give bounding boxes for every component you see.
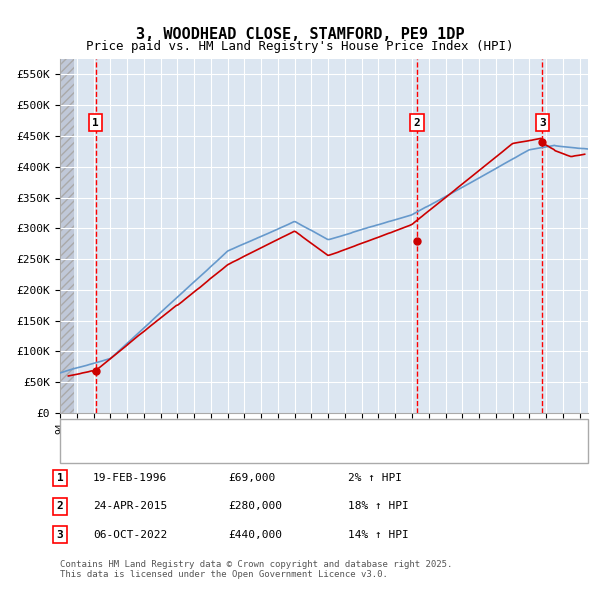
Text: 19-FEB-1996: 19-FEB-1996 bbox=[93, 473, 167, 483]
Text: 18% ↑ HPI: 18% ↑ HPI bbox=[348, 502, 409, 511]
Text: 14% ↑ HPI: 14% ↑ HPI bbox=[348, 530, 409, 539]
Text: Price paid vs. HM Land Registry's House Price Index (HPI): Price paid vs. HM Land Registry's House … bbox=[86, 40, 514, 53]
Text: 1: 1 bbox=[56, 473, 64, 483]
Text: 3, WOODHEAD CLOSE, STAMFORD, PE9 1DP: 3, WOODHEAD CLOSE, STAMFORD, PE9 1DP bbox=[136, 27, 464, 41]
Text: £280,000: £280,000 bbox=[228, 502, 282, 511]
Text: £440,000: £440,000 bbox=[228, 530, 282, 539]
Text: 3: 3 bbox=[56, 530, 64, 539]
Text: £69,000: £69,000 bbox=[228, 473, 275, 483]
Text: 2% ↑ HPI: 2% ↑ HPI bbox=[348, 473, 402, 483]
Text: 06-OCT-2022: 06-OCT-2022 bbox=[93, 530, 167, 539]
Text: 3: 3 bbox=[539, 118, 545, 127]
Text: 2: 2 bbox=[56, 502, 64, 511]
Text: HPI: Average price, detached house, South Kesteven: HPI: Average price, detached house, Sout… bbox=[99, 447, 437, 456]
Text: 3, WOODHEAD CLOSE, STAMFORD, PE9 1DP (detached house): 3, WOODHEAD CLOSE, STAMFORD, PE9 1DP (de… bbox=[99, 428, 457, 437]
Bar bbox=[60, 59, 74, 413]
Text: Contains HM Land Registry data © Crown copyright and database right 2025.
This d: Contains HM Land Registry data © Crown c… bbox=[60, 560, 452, 579]
Text: 2: 2 bbox=[414, 118, 421, 127]
Text: 1: 1 bbox=[92, 118, 99, 127]
Text: 24-APR-2015: 24-APR-2015 bbox=[93, 502, 167, 511]
